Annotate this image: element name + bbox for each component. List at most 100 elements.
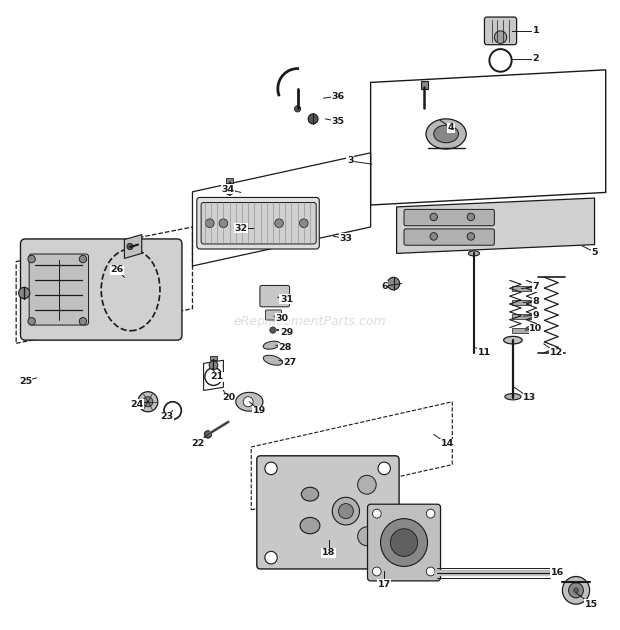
FancyBboxPatch shape <box>29 254 89 325</box>
Circle shape <box>299 219 308 227</box>
Circle shape <box>79 255 87 263</box>
Circle shape <box>209 361 218 370</box>
Circle shape <box>373 509 381 518</box>
Circle shape <box>169 407 176 415</box>
Circle shape <box>210 373 217 381</box>
Ellipse shape <box>426 119 466 149</box>
Circle shape <box>388 277 400 290</box>
Text: 3: 3 <box>347 156 353 166</box>
FancyBboxPatch shape <box>210 356 216 360</box>
Text: 10: 10 <box>529 324 542 333</box>
Circle shape <box>430 232 438 240</box>
Text: 15: 15 <box>585 600 598 609</box>
Text: 18: 18 <box>322 548 335 557</box>
FancyBboxPatch shape <box>260 285 290 307</box>
Ellipse shape <box>263 341 280 349</box>
Circle shape <box>573 587 579 593</box>
Text: 20: 20 <box>222 394 235 403</box>
Text: 28: 28 <box>278 343 292 352</box>
Bar <box>512 286 536 291</box>
Circle shape <box>28 318 35 325</box>
Circle shape <box>332 497 360 525</box>
Circle shape <box>127 243 133 249</box>
Text: 27: 27 <box>283 358 297 367</box>
Text: 7: 7 <box>533 282 539 291</box>
Bar <box>512 314 536 319</box>
Text: 31: 31 <box>280 295 293 304</box>
Circle shape <box>294 106 301 112</box>
Text: 17: 17 <box>378 580 391 588</box>
Ellipse shape <box>468 251 479 256</box>
Text: 21: 21 <box>211 372 224 381</box>
Text: 16: 16 <box>551 568 564 577</box>
Circle shape <box>391 529 418 556</box>
Circle shape <box>339 503 353 518</box>
Circle shape <box>467 213 474 220</box>
FancyBboxPatch shape <box>421 81 428 89</box>
Text: 24: 24 <box>130 400 143 409</box>
Text: 11: 11 <box>478 348 491 357</box>
Text: 34: 34 <box>222 185 235 194</box>
Ellipse shape <box>300 517 320 534</box>
Ellipse shape <box>503 336 522 344</box>
FancyBboxPatch shape <box>404 209 494 226</box>
Text: 22: 22 <box>191 438 204 448</box>
Text: 12: 12 <box>549 348 563 357</box>
FancyBboxPatch shape <box>257 456 399 569</box>
Circle shape <box>569 583 583 598</box>
Text: 35: 35 <box>331 117 344 126</box>
Text: 36: 36 <box>331 92 344 101</box>
Text: 26: 26 <box>110 265 123 274</box>
Circle shape <box>243 397 253 407</box>
Polygon shape <box>397 198 595 253</box>
Circle shape <box>378 551 391 564</box>
Text: 13: 13 <box>523 394 536 403</box>
Circle shape <box>494 54 507 67</box>
Circle shape <box>467 232 474 240</box>
FancyBboxPatch shape <box>368 504 441 581</box>
Circle shape <box>358 527 376 546</box>
Text: 32: 32 <box>234 224 247 232</box>
Text: 2: 2 <box>533 54 539 63</box>
Text: 8: 8 <box>533 297 539 306</box>
FancyBboxPatch shape <box>404 229 494 245</box>
Text: 1: 1 <box>533 26 539 35</box>
Text: 25: 25 <box>19 377 32 386</box>
Circle shape <box>381 518 428 566</box>
Circle shape <box>562 576 590 604</box>
Ellipse shape <box>264 355 283 365</box>
Circle shape <box>358 475 376 494</box>
Circle shape <box>225 186 234 195</box>
Text: 6: 6 <box>381 282 388 290</box>
FancyBboxPatch shape <box>226 178 232 183</box>
Polygon shape <box>125 234 142 258</box>
Ellipse shape <box>301 487 319 501</box>
Bar <box>512 328 536 333</box>
FancyBboxPatch shape <box>197 197 319 249</box>
Circle shape <box>219 219 228 227</box>
Text: 4: 4 <box>448 123 454 132</box>
Circle shape <box>143 397 153 407</box>
Circle shape <box>265 551 277 564</box>
Circle shape <box>275 219 283 227</box>
Circle shape <box>427 567 435 576</box>
Ellipse shape <box>434 125 458 143</box>
Circle shape <box>373 567 381 576</box>
Circle shape <box>427 509 435 518</box>
Circle shape <box>28 255 35 263</box>
Bar <box>512 300 536 305</box>
Text: 14: 14 <box>441 439 454 449</box>
Text: eReplacementParts.com: eReplacementParts.com <box>234 315 386 328</box>
Circle shape <box>19 287 30 299</box>
Text: 5: 5 <box>591 248 598 256</box>
Circle shape <box>138 392 158 412</box>
FancyBboxPatch shape <box>20 239 182 340</box>
Circle shape <box>378 462 391 474</box>
Circle shape <box>270 327 276 333</box>
Text: 23: 23 <box>160 412 173 421</box>
Circle shape <box>430 213 438 220</box>
Text: 33: 33 <box>339 234 352 243</box>
Ellipse shape <box>505 394 521 400</box>
Text: 29: 29 <box>280 328 293 337</box>
FancyBboxPatch shape <box>484 17 516 45</box>
